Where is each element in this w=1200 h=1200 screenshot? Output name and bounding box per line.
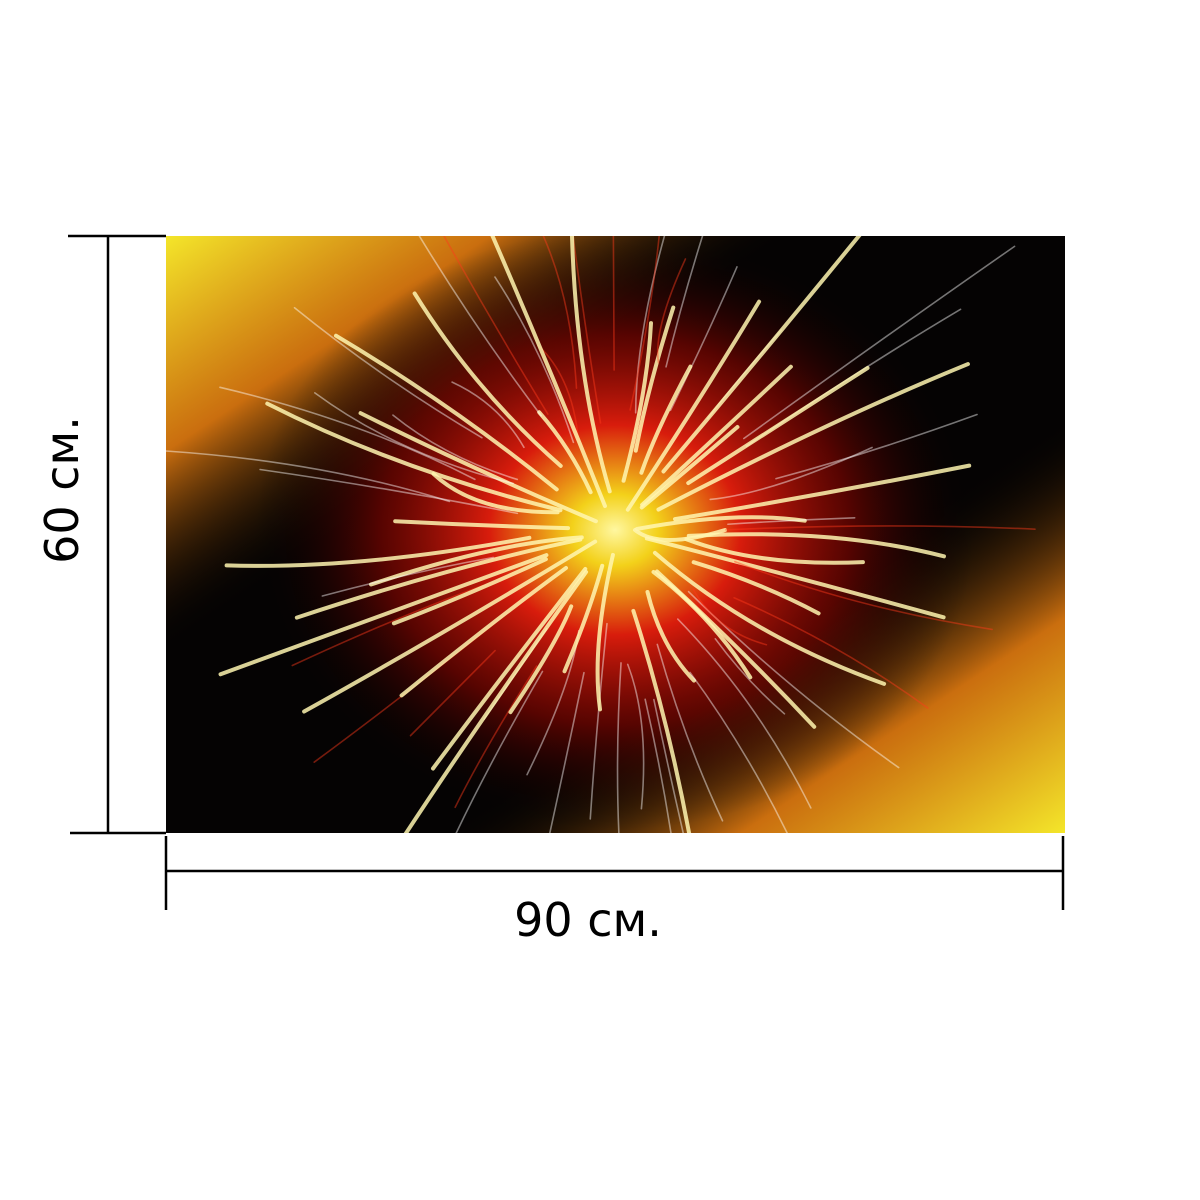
ray <box>687 590 900 769</box>
ray <box>409 649 496 737</box>
ray <box>412 291 563 468</box>
ray <box>616 662 622 833</box>
ray <box>652 550 887 686</box>
ray <box>653 698 685 833</box>
width-label: 90 см. <box>514 893 662 947</box>
ray <box>725 525 1036 531</box>
ray <box>686 366 870 486</box>
ray <box>709 446 873 501</box>
ray <box>661 236 862 474</box>
ray <box>727 516 856 526</box>
ray <box>265 401 563 513</box>
ray <box>631 608 692 833</box>
ray <box>689 671 789 833</box>
ray <box>537 344 580 444</box>
ray <box>570 236 612 494</box>
ray <box>391 557 548 626</box>
ray <box>403 570 589 833</box>
ray <box>399 565 568 698</box>
artwork <box>166 236 1065 833</box>
ray <box>629 236 660 411</box>
ray <box>743 245 1016 440</box>
ray <box>626 663 645 810</box>
ray <box>358 411 598 524</box>
ray <box>431 471 560 515</box>
ray <box>691 560 821 616</box>
ray <box>542 236 578 389</box>
ray <box>166 450 451 503</box>
ray <box>451 381 525 449</box>
ray <box>633 305 676 453</box>
ray <box>333 333 559 492</box>
ray <box>634 236 666 414</box>
ray <box>293 306 483 439</box>
ray <box>595 552 615 712</box>
ray <box>684 537 865 565</box>
ray <box>302 539 598 714</box>
ray <box>734 560 993 631</box>
ray <box>291 584 484 667</box>
ray <box>572 236 602 424</box>
ray <box>562 563 605 674</box>
ray <box>644 698 672 833</box>
ray <box>219 386 476 481</box>
ray <box>537 410 593 495</box>
ray <box>508 604 574 715</box>
ray <box>494 276 575 444</box>
ray <box>259 468 519 515</box>
ray <box>692 588 768 646</box>
ray <box>589 622 608 820</box>
ray <box>612 236 615 371</box>
artwork-core <box>255 236 975 830</box>
ray <box>392 414 519 481</box>
ray <box>733 596 929 709</box>
ray <box>369 535 584 587</box>
artwork-rays <box>166 236 1036 833</box>
ray <box>224 535 532 568</box>
ray <box>431 566 588 771</box>
ray <box>621 321 654 483</box>
ray <box>634 515 807 531</box>
ray <box>656 643 724 822</box>
height-dimension <box>68 234 166 835</box>
ray <box>393 519 571 531</box>
ray <box>639 425 740 510</box>
ray <box>673 463 972 522</box>
ray <box>294 537 583 620</box>
ray <box>644 536 946 620</box>
ray <box>645 589 696 683</box>
ray <box>443 236 549 415</box>
ray <box>656 258 687 364</box>
ray <box>640 364 793 507</box>
ray <box>314 392 514 485</box>
ray <box>676 618 812 809</box>
ray <box>656 362 970 512</box>
ray <box>654 569 817 729</box>
height-label: 60 см. <box>35 416 89 564</box>
ray <box>455 670 544 833</box>
ray <box>665 236 704 368</box>
ray <box>454 665 538 809</box>
ray <box>686 532 946 559</box>
ray <box>669 266 738 412</box>
ray <box>490 236 607 509</box>
ray <box>321 556 494 597</box>
width-dimension <box>164 836 1065 910</box>
ray <box>714 638 786 715</box>
ray <box>625 299 762 512</box>
ray <box>639 364 693 475</box>
ray <box>418 236 542 417</box>
ray <box>775 413 978 480</box>
ray <box>218 553 549 677</box>
ray <box>549 671 585 833</box>
